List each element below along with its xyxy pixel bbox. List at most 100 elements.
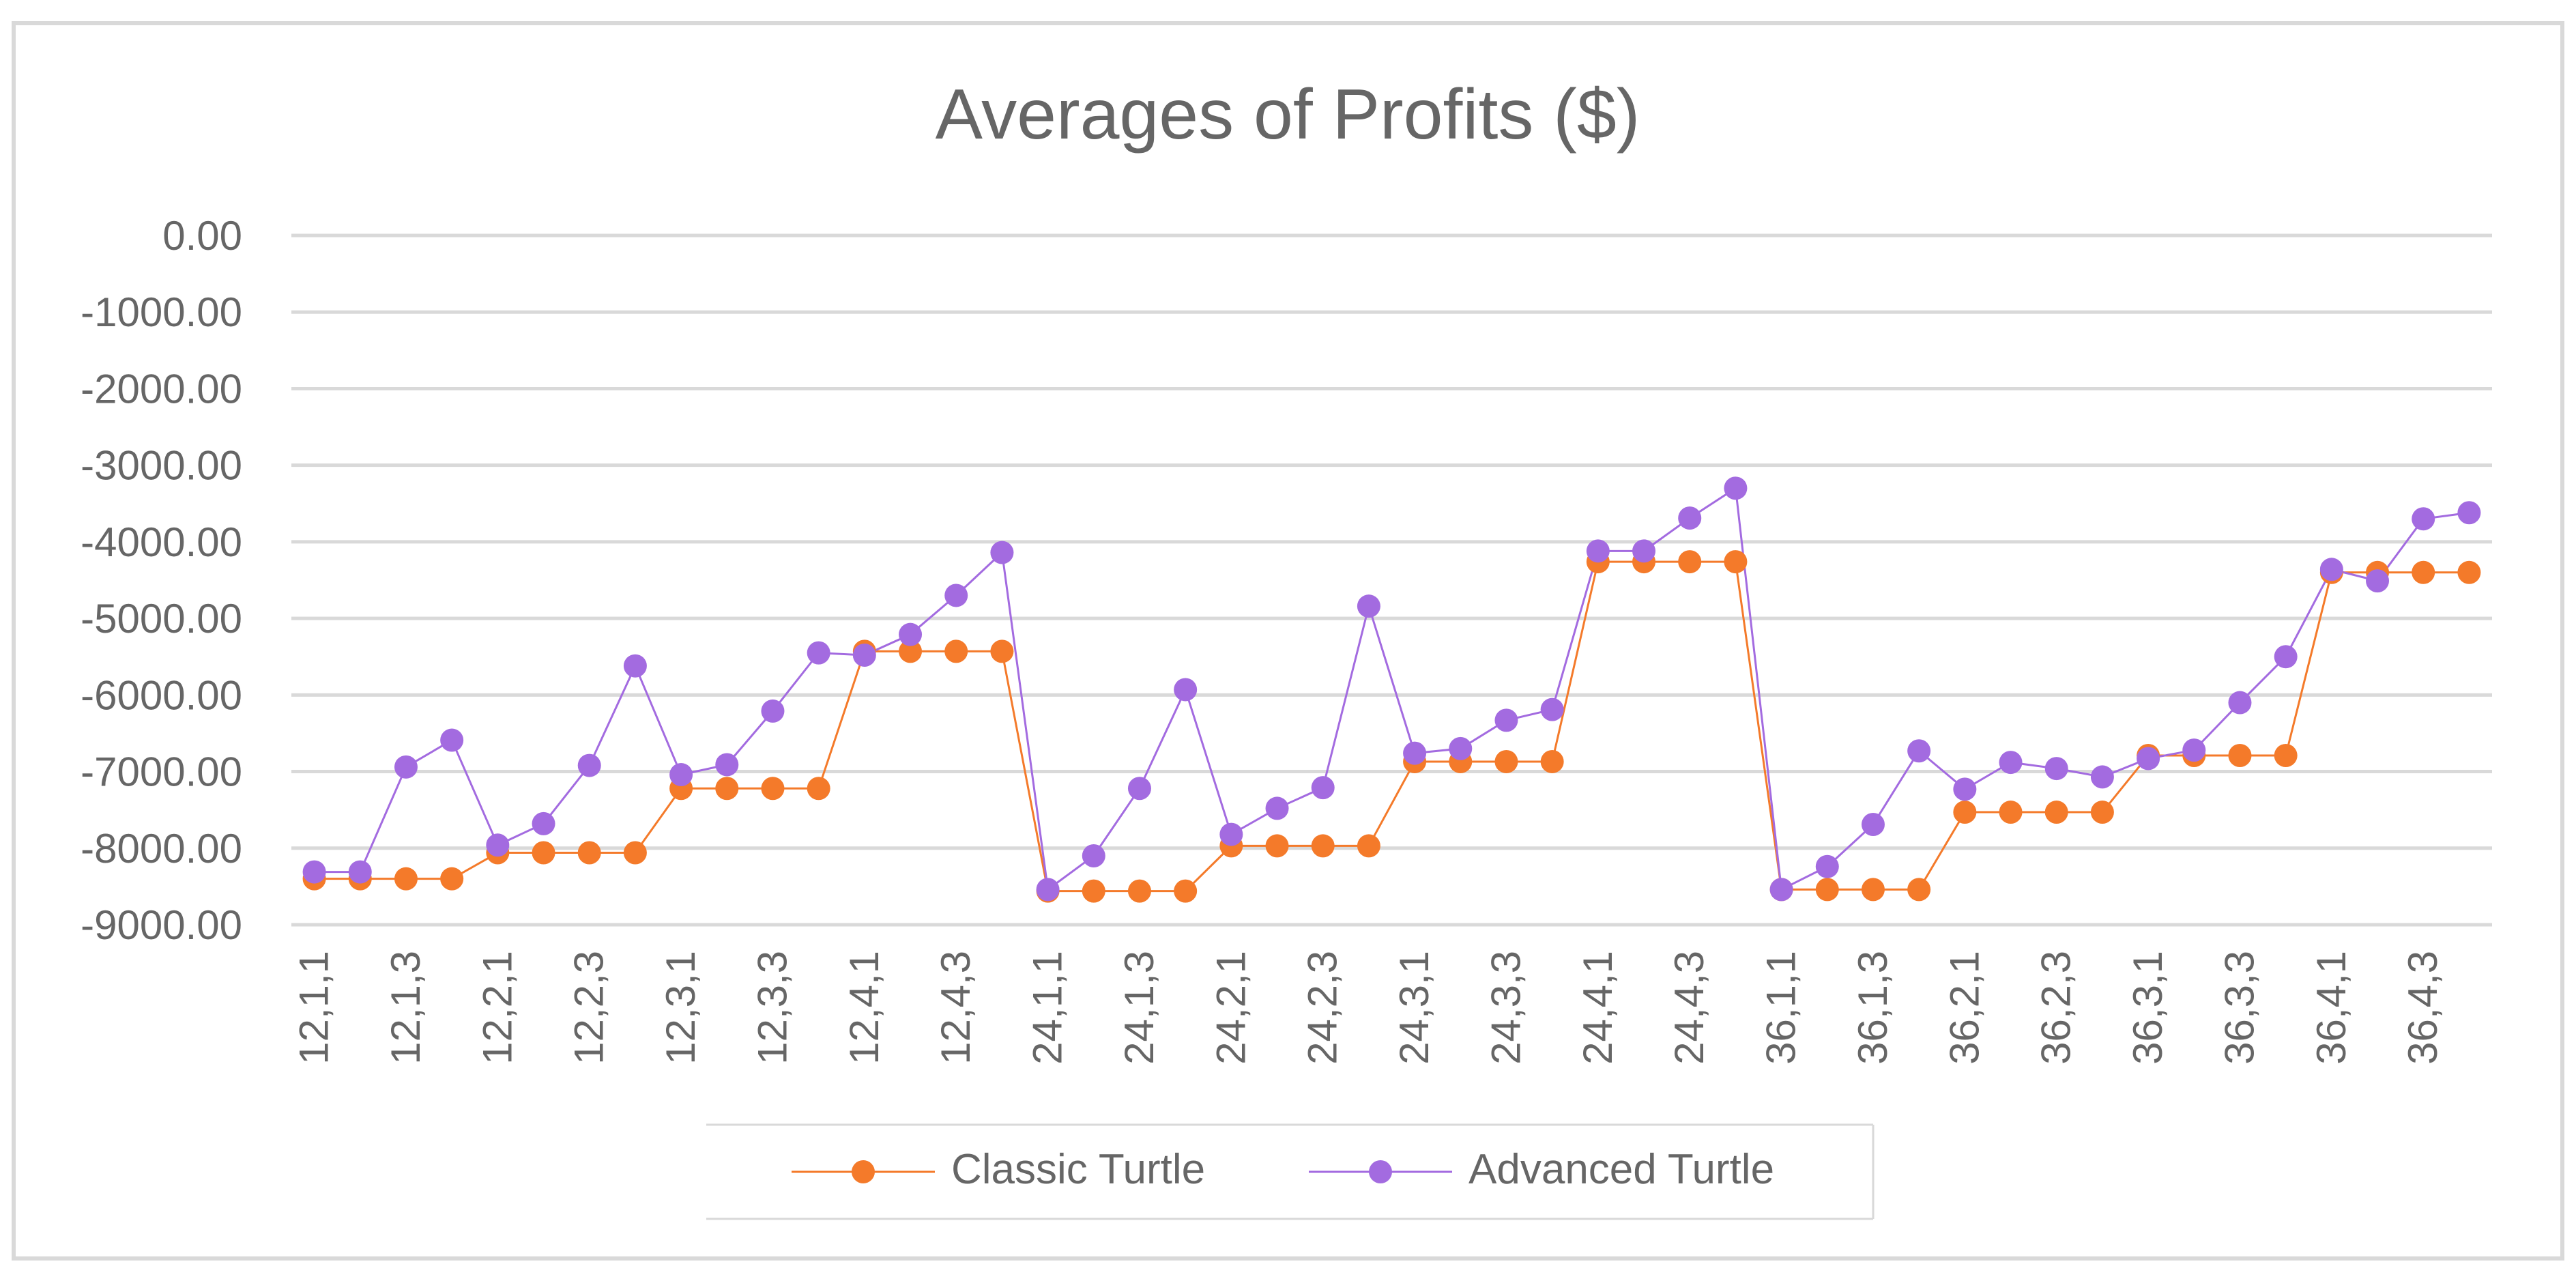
data-point-advanced [1403,741,1427,765]
x-tick-label: 24,4,3 [1666,951,1712,1065]
data-point-classic [2044,801,2068,824]
x-tick-label: 24,3,1 [1391,951,1437,1065]
y-tick-label: 0.00 [162,213,242,259]
data-point-classic [2412,560,2435,584]
x-tick-label: 36,1,3 [1850,951,1896,1065]
data-point-advanced [1815,854,1839,878]
x-tick-labels: 12,1,1 12,1,3 12,2,1 12,2,3 12,3,1 12,3,3 12,4… [291,951,2446,1065]
data-point-advanced [1678,506,1702,530]
data-point-classic [1174,879,1198,903]
x-tick-label: 12,2,1 [474,951,520,1065]
data-point-advanced [2412,507,2435,531]
x-tick-label: 36,3,1 [2125,951,2171,1065]
data-point-advanced [1540,697,1564,721]
data-point-advanced [1036,878,1060,902]
x-tick-label: 24,2,1 [1208,951,1254,1065]
data-point-advanced [1265,796,1289,820]
data-point-classic [761,777,785,801]
x-tick-label: 36,2,1 [1941,951,1987,1065]
y-tick-label: -2000.00 [81,366,242,412]
legend-label-classic: Classic Turtle [951,1146,1205,1193]
x-tick-label: 24,3,3 [1483,951,1529,1065]
y-tick-label: -1000.00 [81,289,242,335]
y-tick-label: -4000.00 [81,519,242,565]
data-point-classic [1540,749,1564,773]
data-point-classic [1127,879,1151,903]
data-point-advanced [486,833,510,857]
y-tick-label: -5000.00 [81,596,242,642]
data-point-advanced [944,584,968,607]
y-tick-label: -9000.00 [81,902,242,948]
legend: Classic Turtle Advanced Turtle [706,1123,1875,1220]
data-point-advanced [577,753,601,777]
x-tick-label: 36,4,1 [2309,951,2354,1065]
data-point-classic [577,841,601,865]
data-point-advanced [1632,539,1656,563]
data-point-advanced [2182,738,2206,762]
grid-layer [291,233,2492,927]
data-point-advanced [1082,844,1105,867]
data-point-classic [1953,801,1977,824]
x-tick-label: 12,4,1 [841,951,887,1065]
data-point-advanced [1311,776,1335,800]
data-point-classic [990,639,1014,663]
data-point-classic [1494,749,1518,773]
data-point-classic [532,841,555,865]
data-point-advanced [1174,678,1198,702]
data-point-advanced [899,622,923,646]
data-point-advanced [440,728,464,752]
legend-label-advanced: Advanced Turtle [1468,1146,1774,1193]
data-point-advanced [1586,539,1610,563]
y-tick-label: -3000.00 [81,443,242,489]
y-tick-label: -6000.00 [81,672,242,718]
data-point-classic [2228,743,2252,767]
data-point-advanced [302,860,326,884]
data-point-advanced [348,860,372,884]
data-point-classic [2457,560,2481,584]
y-tick-label: -7000.00 [81,749,242,795]
x-tick-label: 24,1,1 [1025,951,1071,1065]
legend-marker-advanced [1369,1160,1392,1183]
data-point-classic [1815,878,1839,902]
data-point-classic [1082,879,1105,903]
data-point-advanced [1724,476,1748,500]
data-point-classic [807,777,830,801]
data-point-advanced [1357,594,1380,618]
data-point-classic [394,867,418,891]
x-tick-label: 12,1,1 [291,951,337,1065]
data-point-advanced [1127,777,1151,801]
data-point-classic [899,639,923,663]
data-point-classic [1861,878,1885,902]
data-point-advanced [2044,757,2068,781]
data-point-advanced [1953,777,1977,801]
data-point-classic [440,867,464,891]
data-point-advanced [669,763,693,787]
data-point-advanced [1449,736,1473,760]
data-point-classic [2274,743,2298,767]
data-point-advanced [1999,751,2023,775]
data-point-advanced [394,755,418,779]
x-tick-label: 12,4,3 [933,951,979,1065]
data-point-classic [1357,834,1380,858]
data-point-advanced [2457,501,2481,525]
x-tick-label: 36,4,3 [2400,951,2446,1065]
data-point-advanced [623,654,647,678]
data-point-advanced [1907,739,1931,763]
data-point-advanced [2137,747,2160,771]
x-tick-label: 36,1,1 [1759,951,1804,1065]
data-point-classic [715,777,739,801]
data-point-advanced [715,753,739,777]
data-point-advanced [2366,569,2390,593]
x-tick-label: 36,3,3 [2216,951,2262,1065]
data-point-classic [1907,878,1931,902]
chart-title: Averages of Profits ($) [936,75,1640,154]
x-tick-label: 12,3,1 [658,951,704,1065]
chart-frame [12,21,2564,1261]
data-point-classic [623,841,647,865]
x-tick-label: 12,2,3 [566,951,612,1065]
y-tick-labels: 0.00 -1000.00 -2000.00 -3000.00 -4000.00 -500… [81,213,242,948]
data-point-advanced [1861,812,1885,836]
legend-marker-classic [852,1160,875,1183]
